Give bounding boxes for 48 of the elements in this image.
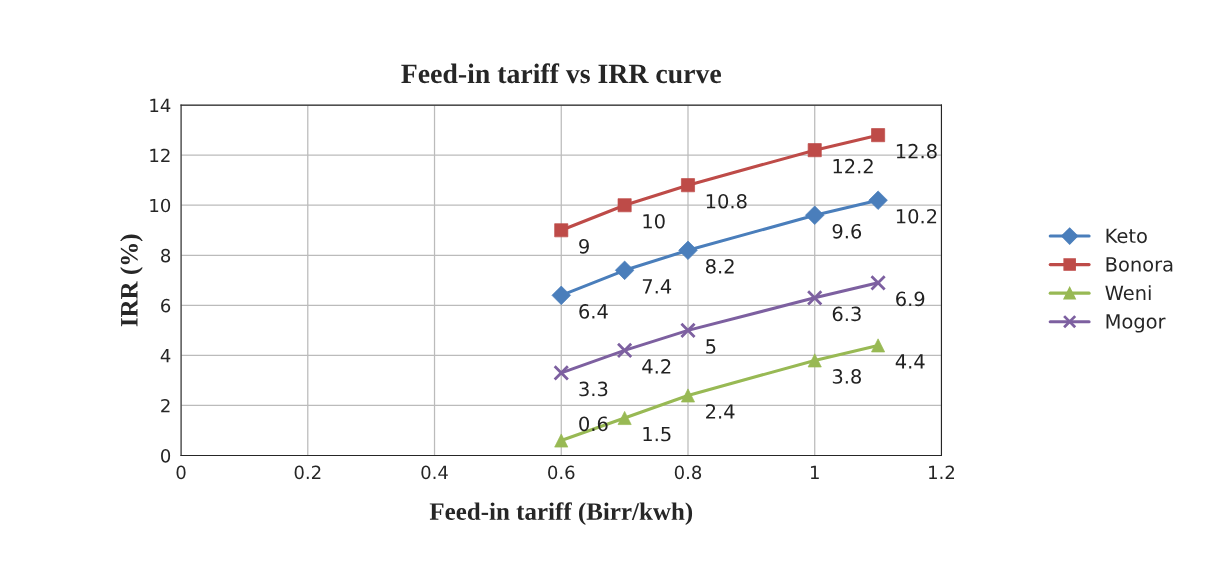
data-label: 6.3 (832, 306, 861, 322)
x-tick-label: 0.2 (294, 465, 321, 480)
y-tick-label: 4 (160, 349, 171, 363)
chart-title: Feed-in tariff vs IRR curve (401, 63, 721, 84)
x-tick-label: 0.6 (548, 465, 575, 480)
data-label: 7.4 (642, 279, 672, 294)
data-label: 10.2 (896, 208, 937, 224)
data-label: 3.8 (832, 369, 861, 384)
x-tick-label: 1.2 (929, 465, 955, 479)
y-tick-label: 12 (150, 148, 170, 163)
data-label: 9 (579, 238, 589, 254)
data-label: 2.4 (706, 404, 735, 419)
legend-label: Weni (1105, 285, 1151, 301)
legend-label: Mogor (1106, 314, 1166, 333)
point (614, 260, 635, 280)
point (616, 342, 633, 359)
data-label: 10.8 (706, 193, 747, 209)
x-axis-title: Feed-in tariff (Birr/kwh) (429, 502, 693, 526)
data-label: 6.4 (579, 304, 608, 319)
data-label: 0.6 (579, 416, 608, 432)
data-label: 12.8 (896, 143, 937, 159)
y-axis-title: IRR (%) (120, 234, 143, 327)
data-label: 3.3 (579, 381, 608, 397)
data-label: 1.5 (643, 426, 671, 442)
y-tick-label: 0 (161, 448, 171, 463)
y-tick-label: 8 (161, 248, 171, 263)
y-tick-label: 14 (150, 98, 171, 112)
data-label: 8.2 (705, 258, 734, 274)
point (680, 322, 696, 339)
y-tick-label: 6 (161, 298, 171, 313)
data-label: 9.6 (832, 223, 862, 239)
y-tick-label: 2 (161, 398, 170, 413)
data-label: 10 (643, 213, 665, 229)
x-tick-label: 0.4 (421, 465, 448, 480)
point (870, 274, 887, 291)
data-label: 5 (706, 339, 716, 354)
data-label: 4.4 (895, 354, 925, 369)
legend-label: Bonora (1106, 257, 1173, 272)
x-tick-label: 0 (176, 465, 186, 480)
data-label: 6.9 (896, 291, 925, 307)
point (806, 289, 823, 306)
y-tick-label: 10 (150, 198, 171, 213)
data-label: 12.2 (833, 158, 873, 174)
point (553, 364, 570, 381)
x-tick-label: 1 (810, 465, 819, 479)
x-tick-label: 0.8 (674, 465, 702, 480)
data-label: 4.2 (642, 359, 671, 374)
legend-label: Keto (1106, 228, 1147, 244)
